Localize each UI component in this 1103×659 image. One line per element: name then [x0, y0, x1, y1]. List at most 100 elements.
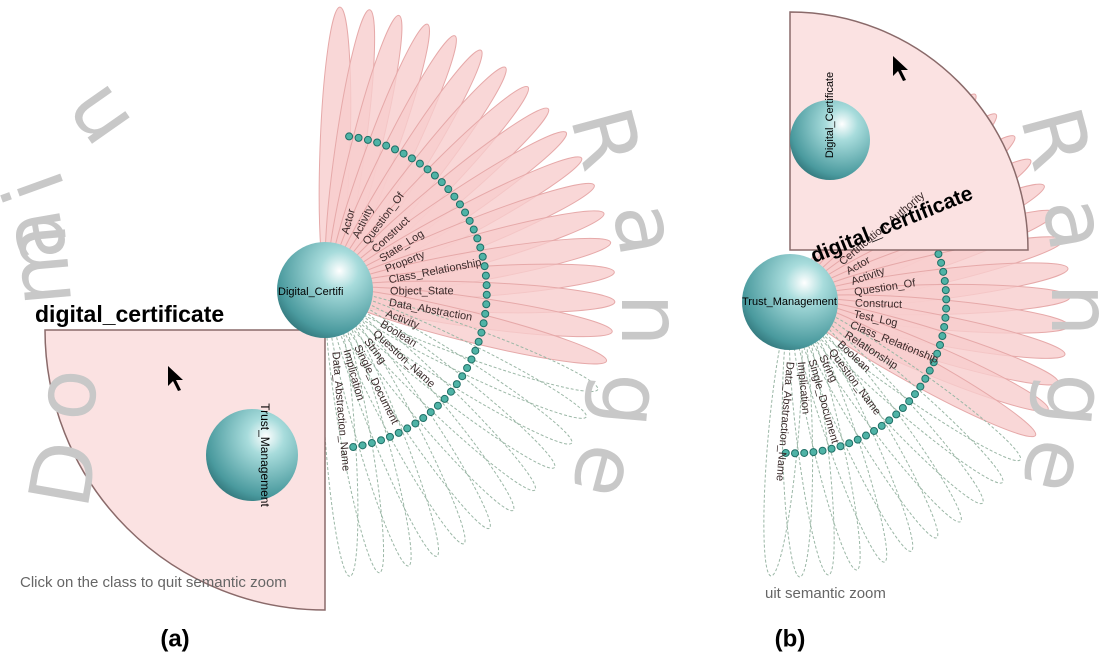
watermark-letter: g: [1025, 370, 1103, 432]
petal: [329, 290, 556, 469]
zoom-sector[interactable]: [44, 329, 326, 611]
bead: [345, 132, 354, 141]
node-label: Digital_Certifi: [278, 286, 343, 298]
bead: [479, 319, 488, 328]
bead: [898, 404, 907, 413]
watermark-letter: a: [593, 195, 698, 263]
bead: [437, 178, 446, 187]
caption: (a): [160, 625, 189, 652]
bead: [885, 416, 894, 425]
caption: (b): [775, 625, 806, 652]
bead: [937, 258, 946, 267]
bead: [933, 349, 942, 358]
bead: [809, 448, 818, 457]
watermark-letter: n: [1032, 283, 1103, 336]
class-node[interactable]: [742, 254, 838, 350]
petal: [794, 300, 1022, 462]
watermark-letter: e: [1002, 429, 1103, 504]
watermark-letter: e: [552, 434, 660, 509]
bead: [482, 281, 491, 290]
bead: [791, 449, 799, 458]
node-label: Digital_Certificate: [824, 72, 836, 158]
petal-label: Object_State: [390, 285, 454, 297]
bead: [934, 250, 943, 259]
hint[interactable]: uit semantic zoom: [765, 585, 886, 602]
watermark-letter: n: [602, 293, 700, 346]
bead: [942, 295, 951, 304]
class-node[interactable]: [277, 242, 373, 338]
bead: [407, 154, 416, 163]
node-label: Trust_Management: [258, 403, 272, 507]
bead: [382, 141, 391, 150]
watermark-letter: g: [580, 370, 682, 432]
bead: [469, 225, 478, 234]
bead: [354, 133, 363, 142]
bead: [827, 444, 836, 453]
bead: [480, 262, 489, 271]
petal: [325, 291, 385, 574]
petal-label: Construct: [855, 298, 902, 311]
bead: [845, 439, 854, 448]
bead: [942, 304, 951, 313]
petal: [794, 300, 1004, 484]
bead: [481, 309, 490, 318]
petal: [329, 290, 587, 419]
node-label: Trust_Management: [742, 296, 837, 308]
bead: [800, 448, 809, 457]
bead: [394, 428, 403, 437]
bead: [482, 300, 491, 309]
class-node[interactable]: [790, 100, 870, 180]
bead: [465, 216, 474, 225]
bead: [419, 414, 428, 423]
bead: [939, 267, 948, 276]
petal: [763, 301, 803, 577]
cursor: [893, 56, 908, 81]
zoom-title: digital_certificate: [35, 301, 224, 327]
bead: [936, 340, 945, 349]
petal-label: Data_Abstraction_Name: [773, 361, 795, 481]
bead: [367, 439, 376, 448]
petal: [791, 301, 861, 571]
bead: [377, 436, 386, 445]
bead: [905, 397, 914, 406]
bead: [477, 328, 486, 337]
bead: [426, 408, 435, 417]
class-node[interactable]: [206, 409, 298, 501]
bead: [853, 435, 862, 444]
watermark-letter: R: [551, 98, 661, 180]
bead: [836, 442, 845, 451]
bead: [391, 145, 400, 154]
petal: [329, 289, 599, 392]
bead: [941, 313, 950, 322]
bead: [423, 165, 432, 174]
watermark-letter: R: [1001, 98, 1103, 180]
bead: [430, 171, 439, 180]
watermark-letter: m: [0, 220, 91, 310]
bead: [929, 358, 938, 367]
bead: [349, 443, 358, 452]
watermark-letter: o: [15, 365, 117, 425]
bead: [916, 382, 925, 391]
bead: [877, 421, 886, 430]
petal: [328, 291, 515, 512]
bead: [399, 149, 408, 158]
bead: [892, 410, 901, 419]
hint[interactable]: Click on the class to quit semantic zoom: [20, 574, 287, 591]
bead: [385, 432, 394, 441]
zoom-sector[interactable]: [789, 11, 1029, 251]
bead: [925, 366, 934, 375]
bead: [482, 290, 491, 299]
bead: [476, 243, 485, 252]
bead: [938, 332, 947, 341]
bead: [463, 363, 472, 372]
bead: [474, 337, 483, 346]
petal: [321, 291, 359, 577]
bead: [870, 426, 879, 435]
petal: [328, 291, 491, 530]
bead: [415, 159, 424, 168]
bead: [478, 252, 487, 261]
watermark-letter: n: [40, 69, 151, 169]
cursor: [168, 366, 183, 391]
bead: [481, 271, 490, 280]
